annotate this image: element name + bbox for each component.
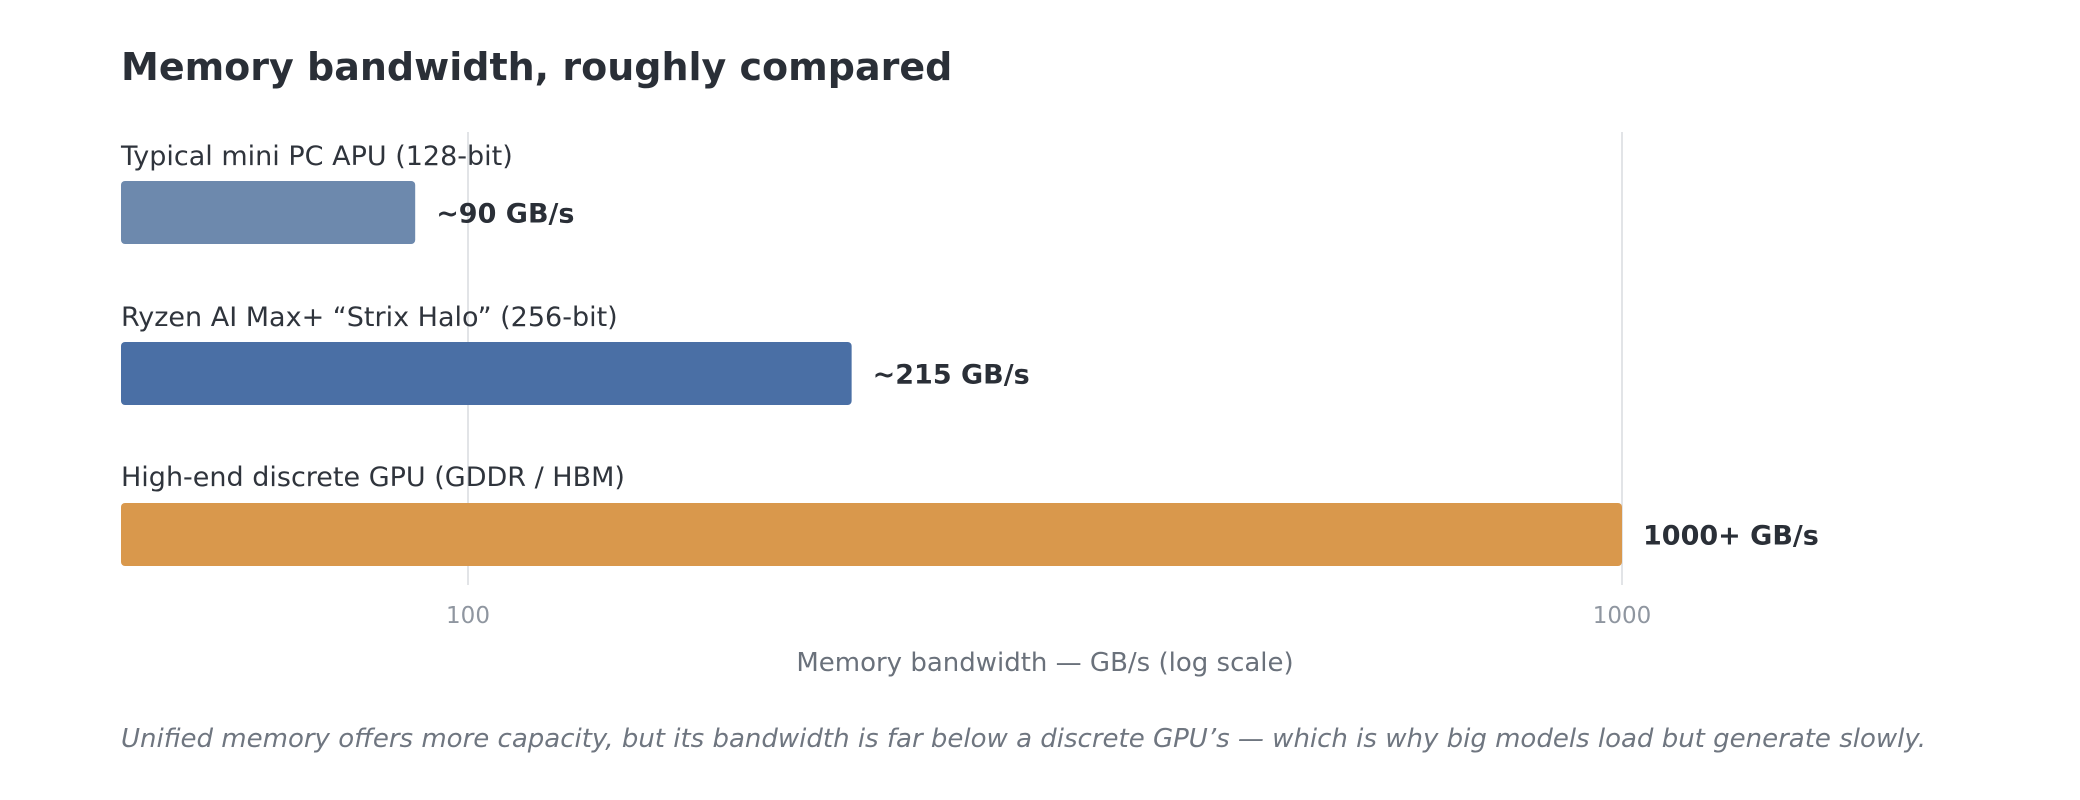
bar xyxy=(121,181,416,244)
chart-caption: Unified memory offers more capacity, but… xyxy=(121,724,1926,754)
value-label: ~90 GB/s xyxy=(436,199,574,230)
value-label: ~215 GB/s xyxy=(873,360,1030,391)
category-label: Ryzen AI Max+ “Strix Halo” (256-bit) xyxy=(121,302,618,333)
bars: Typical mini PC APU (128-bit) ~90 GB/s Ryz… xyxy=(120,141,1819,566)
category-label: Typical mini PC APU (128-bit) xyxy=(120,141,513,172)
bar xyxy=(121,342,852,405)
category-label: High-end discrete GPU (GDDR / HBM) xyxy=(121,462,625,493)
x-axis-title: Memory bandwidth — GB/s (log scale) xyxy=(796,648,1293,678)
x-tick-label-100: 100 xyxy=(446,603,490,629)
value-label: 1000+ GB/s xyxy=(1643,521,1819,552)
x-tick-label-1000: 1000 xyxy=(1593,603,1652,629)
x-axis-ticks: 100 1000 xyxy=(446,603,1651,629)
bar xyxy=(121,503,1622,566)
chart-title: Memory bandwidth, roughly compared xyxy=(121,45,952,89)
